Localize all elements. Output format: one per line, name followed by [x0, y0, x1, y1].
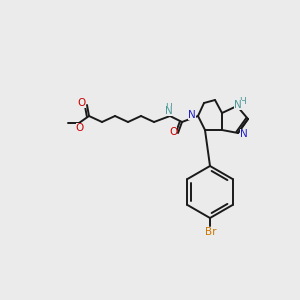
Text: H: H	[166, 103, 172, 112]
Text: H: H	[238, 98, 245, 106]
Text: O: O	[169, 127, 177, 137]
Text: O: O	[76, 123, 84, 133]
Text: O: O	[78, 98, 86, 108]
Text: N: N	[188, 110, 196, 120]
Text: N: N	[234, 100, 242, 110]
Text: N: N	[240, 129, 248, 139]
Text: N: N	[165, 106, 173, 116]
Text: Br: Br	[205, 227, 217, 237]
